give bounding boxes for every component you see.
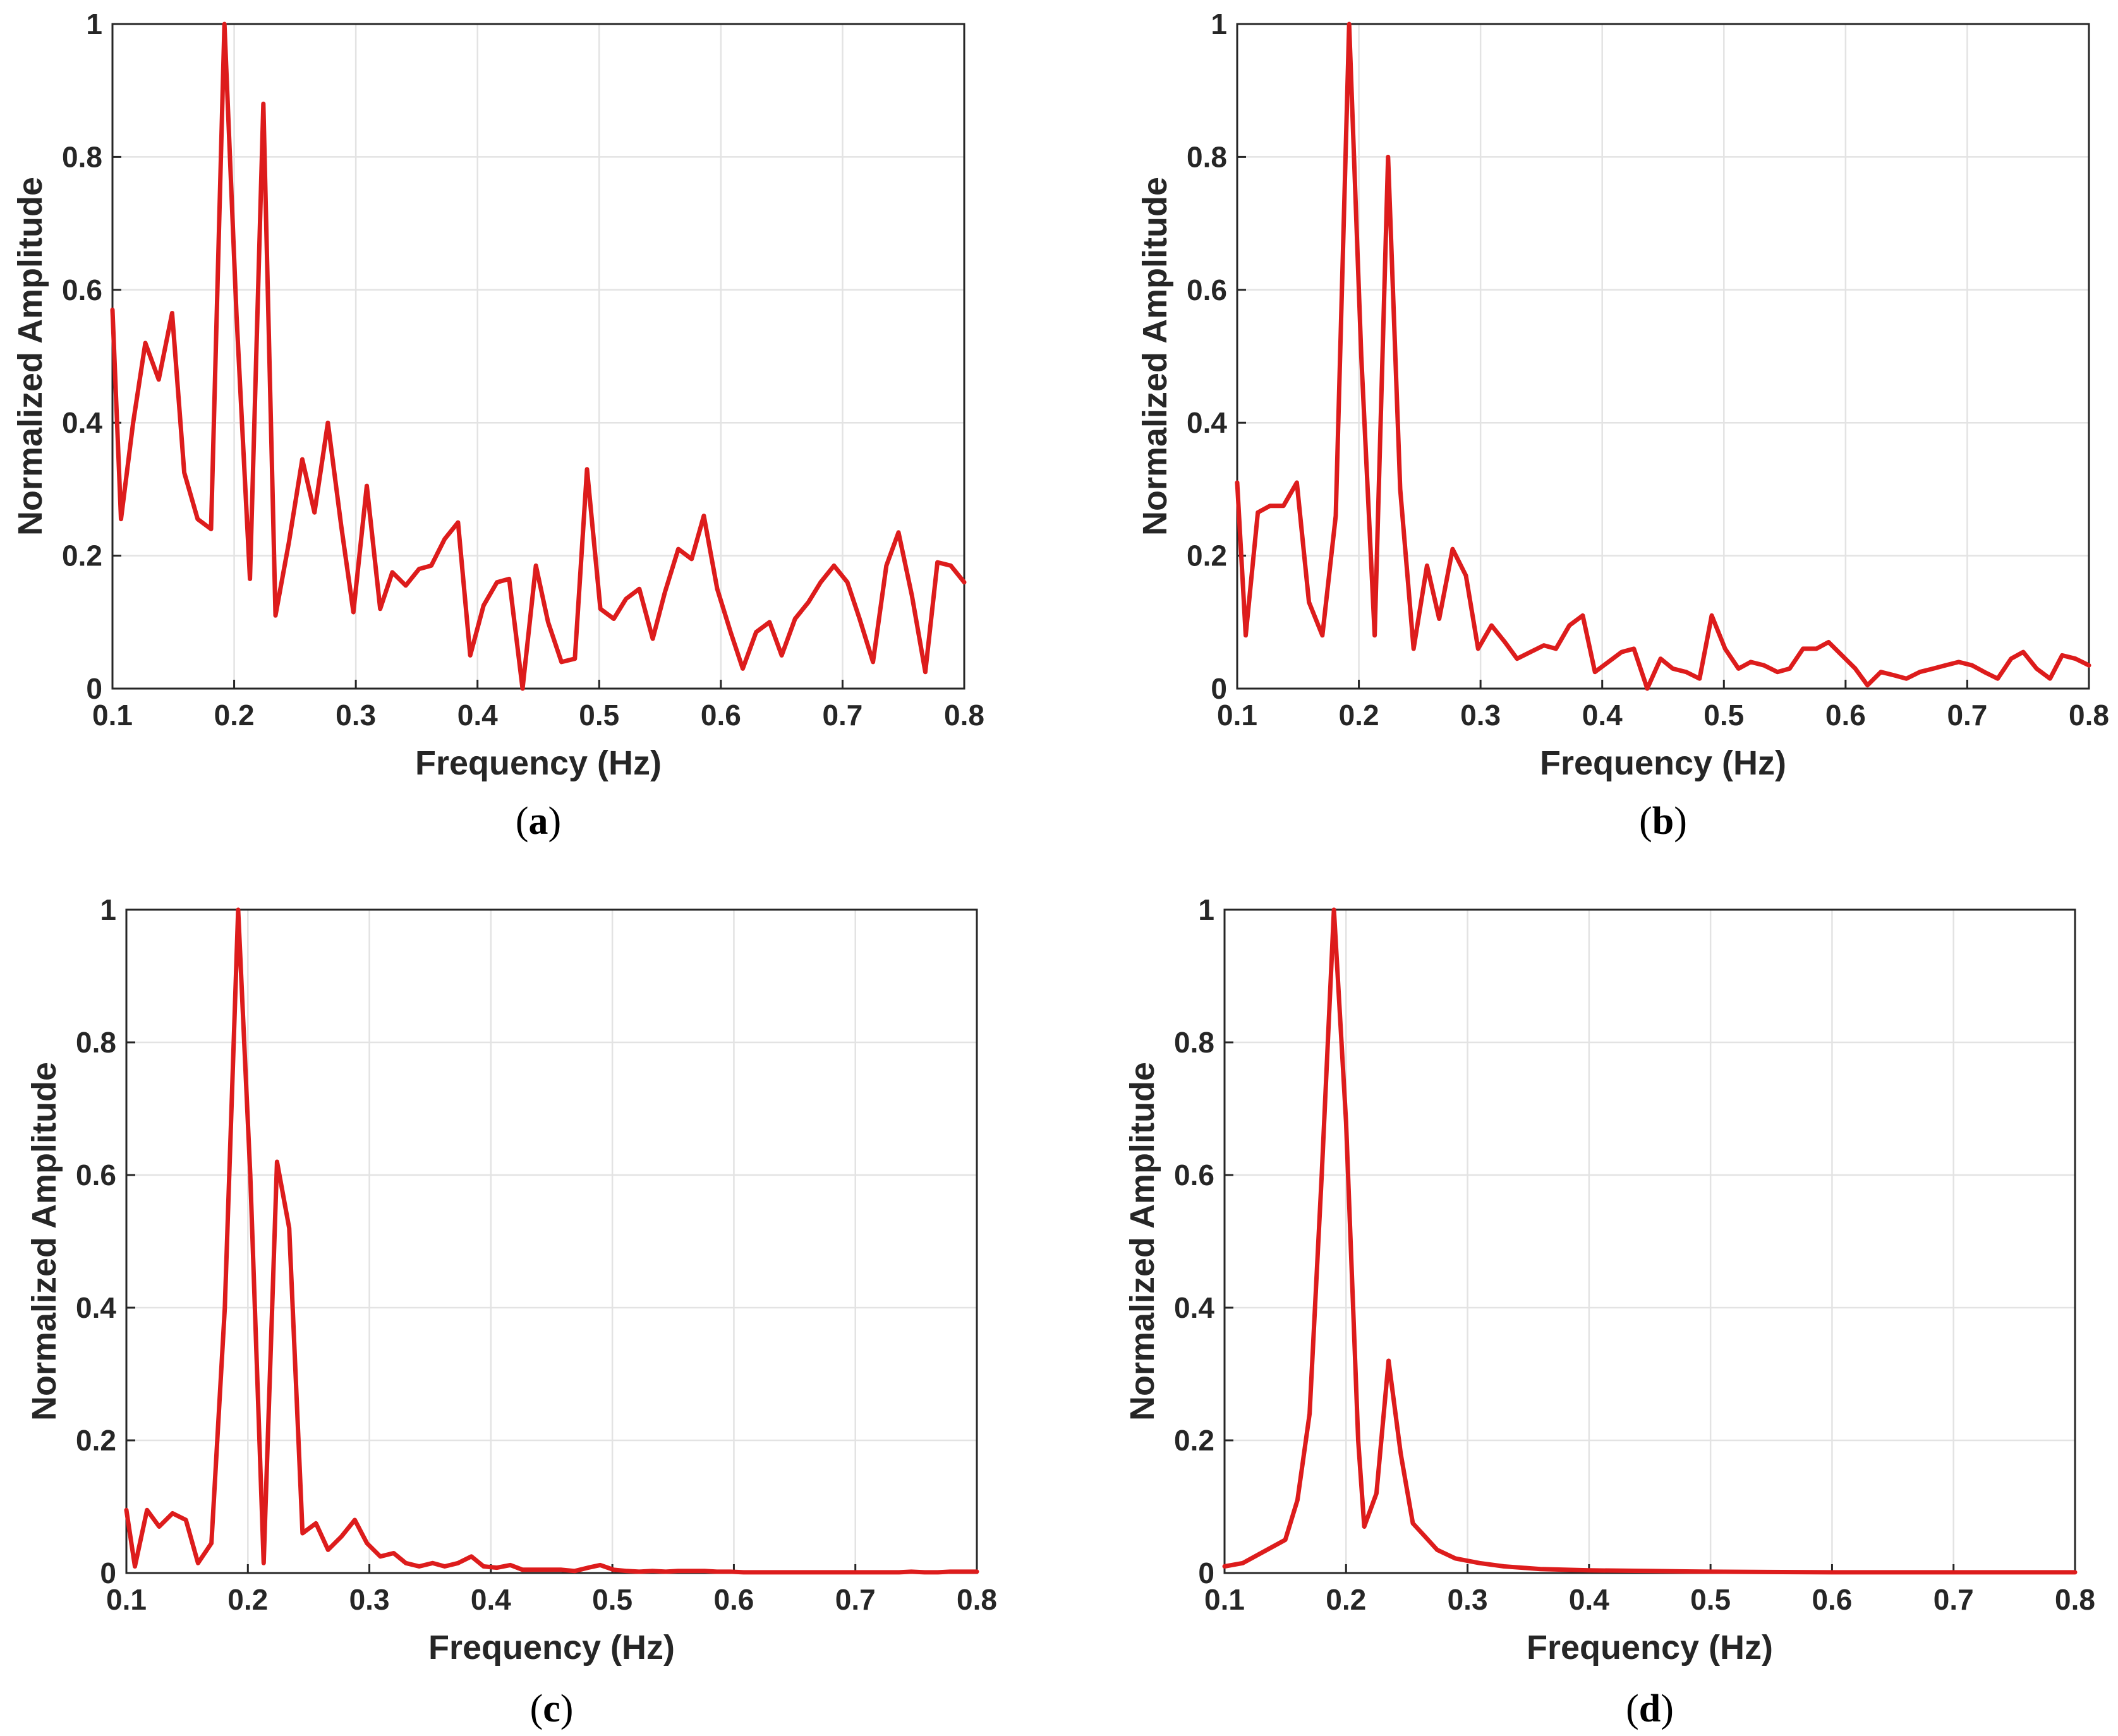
y-tick-label: 0.6: [1187, 274, 1227, 306]
x-tick-label: 0.4: [471, 1583, 511, 1616]
chart-panel-c: 0.1 0.2 0.3 0.4 0.5 0.6 0.7 0.8 0 0.2 0.4 0.6 0.8 1 Fr…: [25, 893, 997, 1730]
x-tick-label: 0.4: [1569, 1583, 1609, 1616]
y-tick-label: 1: [100, 893, 116, 926]
caption-open-paren: (: [516, 800, 529, 843]
y-tick-label: 0.4: [1174, 1291, 1214, 1324]
caption-letter: b: [1652, 800, 1674, 843]
caption-letter: a: [529, 800, 548, 843]
y-axis-title: Normalized Amplitude: [11, 177, 49, 536]
y-tick-label: 0.8: [62, 140, 102, 173]
caption-open-paren: (: [1639, 800, 1652, 843]
caption-close-paren: ): [548, 800, 562, 843]
axes-frame: [1236, 23, 2090, 690]
x-tick-label: 0.5: [592, 1583, 632, 1616]
x-tick-label: 0.5: [1690, 1583, 1731, 1616]
x-tick-label: 0.6: [713, 1583, 754, 1616]
y-tick-label: 0.6: [76, 1159, 116, 1191]
x-tick-label: 0.1: [1204, 1583, 1245, 1616]
x-tick-label: 0.7: [835, 1583, 876, 1616]
y-tick-label: 0.6: [1174, 1159, 1214, 1191]
x-tick-label: 0.1: [106, 1583, 147, 1616]
x-tick-label: 0.4: [1582, 699, 1623, 732]
x-tick-label: 0.3: [1460, 699, 1501, 732]
caption-open-paren: (: [1626, 1687, 1639, 1730]
y-tick-label: 0.2: [1187, 539, 1227, 572]
x-tick-label: 0.2: [1339, 699, 1379, 732]
x-tick-label: 0.7: [822, 699, 862, 732]
y-axis-title: Normalized Amplitude: [1136, 177, 1174, 536]
y-tick-label: 0.4: [62, 406, 102, 439]
x-tick-label: 0.1: [1217, 699, 1257, 732]
y-tick-label: 0.2: [76, 1424, 116, 1457]
plot-area: [1236, 23, 2090, 690]
y-axis-title: Normalized Amplitude: [25, 1062, 63, 1421]
panel-caption-c: (c): [530, 1687, 574, 1730]
x-tick-label: 0.6: [701, 699, 741, 732]
x-tick-label: 0.6: [1812, 1583, 1852, 1616]
x-axis-title: Frequency (Hz): [428, 1629, 675, 1667]
x-tick-label: 0.3: [1448, 1583, 1488, 1616]
y-tick-label: 0.8: [1174, 1026, 1214, 1059]
y-tick-label: 0: [1198, 1557, 1214, 1589]
axes-frame: [125, 908, 978, 1574]
series-line-spectrum: [124, 907, 979, 1575]
x-tick-label: 0.8: [944, 699, 984, 732]
x-tick-label: 0.8: [957, 1583, 997, 1616]
x-tick-label: 0.1: [92, 699, 133, 732]
series-line-spectrum: [1222, 907, 2078, 1575]
chart-panel-d: 0.1 0.2 0.3 0.4 0.5 0.6 0.7 0.8 0 0.2 0.4 0.6 0.8 1 Fr…: [1123, 893, 2095, 1730]
y-tick-label: 0.4: [1187, 406, 1227, 439]
x-axis-title: Frequency (Hz): [415, 744, 662, 782]
x-tick-label: 0.7: [1933, 1583, 1974, 1616]
y-tick-label: 0.8: [76, 1026, 116, 1059]
x-tick-label: 0.5: [1703, 699, 1744, 732]
caption-close-paren: ): [1661, 1687, 1674, 1730]
y-axis-title: Normalized Amplitude: [1123, 1062, 1161, 1421]
y-tick-label: 0.2: [1174, 1424, 1214, 1457]
x-tick-label: 0.8: [2055, 1583, 2095, 1616]
caption-close-paren: ): [560, 1687, 574, 1730]
y-tick-label: 0.2: [62, 539, 102, 572]
x-axis-title: Frequency (Hz): [1540, 744, 1786, 782]
y-tick-label: 1: [1211, 8, 1227, 40]
y-tick-label: 0: [86, 672, 102, 705]
y-tick-label: 0.6: [62, 274, 102, 306]
x-tick-label: 0.2: [1326, 1583, 1366, 1616]
x-tick-label: 0.3: [336, 699, 376, 732]
y-tick-label: 0.4: [76, 1291, 116, 1324]
x-tick-label: 0.2: [214, 699, 255, 732]
panel-caption-b: (b): [1639, 800, 1687, 843]
y-tick-label: 1: [1198, 893, 1214, 926]
plot-area: [1223, 908, 2076, 1574]
chart-panel-b: 0.1 0.2 0.3 0.4 0.5 0.6 0.7 0.8 0 0.2 0.4 0.6 0.8 1 Fr…: [1136, 8, 2109, 843]
y-tick-label: 0.8: [1187, 140, 1227, 173]
x-tick-label: 0.5: [579, 699, 619, 732]
y-tick-label: 0: [100, 1557, 116, 1589]
x-tick-label: 0.4: [457, 699, 498, 732]
x-tick-label: 0.7: [1947, 699, 1987, 732]
chart-panel-a: 0.1 0.2 0.3 0.4 0.5 0.6 0.7 0.8 0 0.2 0.4 0.6 0.8 1 Fr…: [11, 8, 984, 843]
panel-caption-d: (d): [1626, 1687, 1674, 1730]
x-tick-label: 0.6: [1825, 699, 1866, 732]
x-tick-label: 0.3: [349, 1583, 390, 1616]
caption-open-paren: (: [530, 1687, 543, 1730]
x-tick-label: 0.2: [227, 1583, 268, 1616]
y-tick-label: 0: [1211, 672, 1227, 705]
caption-letter: c: [543, 1687, 560, 1730]
x-axis-title: Frequency (Hz): [1527, 1629, 1773, 1667]
x-tick-label: 0.8: [2069, 699, 2109, 732]
series-line-spectrum: [1235, 21, 2091, 691]
caption-close-paren: ): [1674, 800, 1687, 843]
y-tick-label: 1: [86, 8, 102, 40]
series-line-spectrum: [110, 21, 967, 691]
panel-caption-a: (a): [516, 800, 561, 843]
caption-letter: d: [1639, 1687, 1661, 1730]
